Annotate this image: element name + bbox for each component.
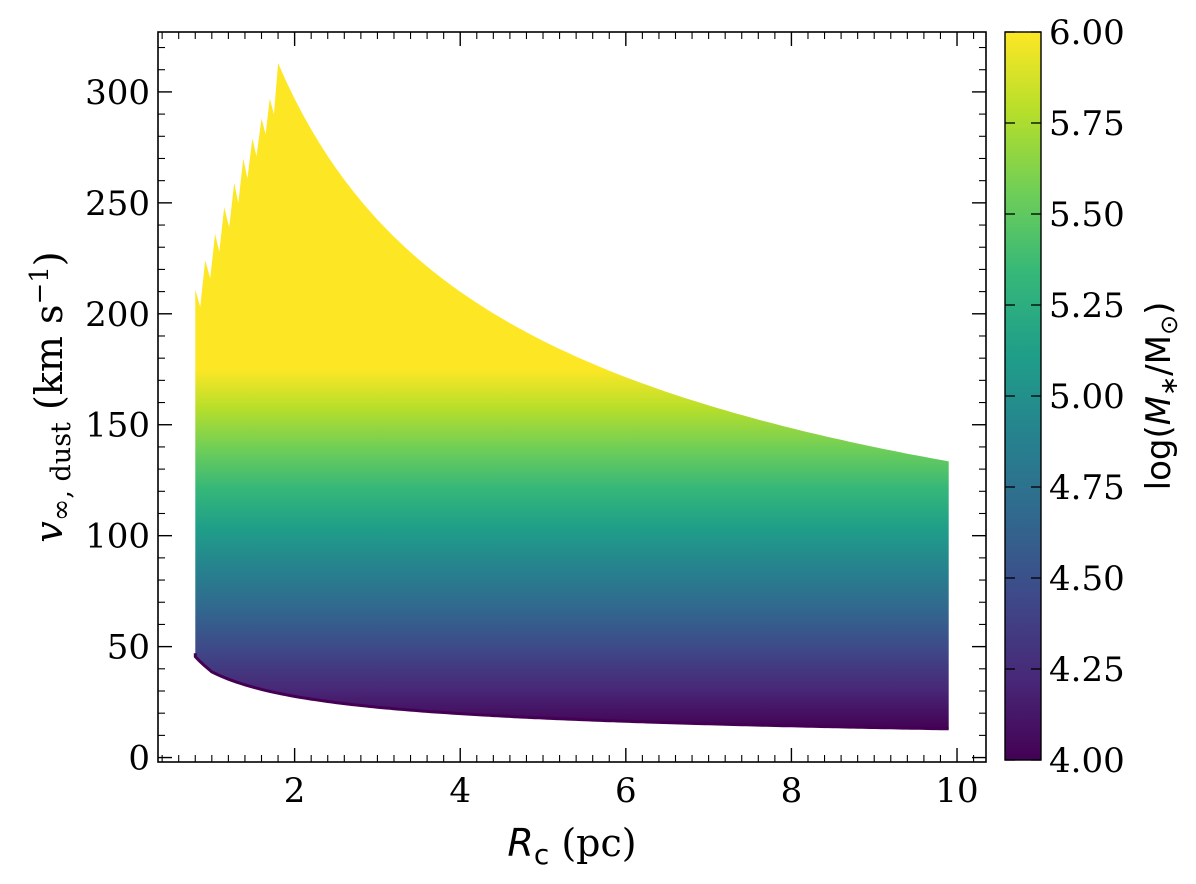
- colorbar-tick-label: 4.00: [1049, 741, 1125, 781]
- x-axis-title: Rc (pc): [507, 821, 636, 871]
- axes-frame: [157, 31, 987, 763]
- colorbar-title-mid: /M: [1139, 335, 1179, 376]
- y-axis-title: v∞, dust (km s−1): [25, 251, 77, 542]
- colorbar: 4.00 4.25 4.50 4.75 5.00 5.25 5.50 5.75 6.00 log(…: [1004, 13, 1183, 781]
- colorbar-title-pre: log(: [1139, 425, 1179, 490]
- y-axis-title-main: v: [27, 521, 71, 543]
- x-tick-label: 8: [781, 771, 803, 811]
- y-axis-title-unit: (km s: [27, 305, 71, 423]
- y-axis-title-sub: ∞, dust: [46, 422, 77, 521]
- x-tick-label: 2: [284, 771, 306, 811]
- region-lower-edge: [193, 653, 949, 731]
- y-axis-title-sup: −1: [25, 266, 55, 304]
- y-tick-label: 0: [128, 739, 150, 779]
- colorbar-tick-label: 4.25: [1049, 650, 1125, 690]
- colorbar-tick-label: 5.75: [1049, 104, 1125, 144]
- y-tick-label: 300: [85, 73, 150, 113]
- x-tick-label: 6: [615, 771, 637, 811]
- colorbar-tick-label: 5.50: [1049, 195, 1125, 235]
- y-axis-title-close: ): [27, 251, 71, 266]
- colorbar-tick-label: 4.75: [1049, 468, 1125, 508]
- x-axis-title-sub: c: [534, 838, 549, 871]
- colorbar-title: log(M∗/M⊙): [1139, 302, 1183, 491]
- plot-area: [193, 63, 949, 731]
- y-tick-label: 150: [85, 406, 150, 446]
- colorbar-tick-label: 6.00: [1049, 13, 1125, 53]
- y-tick-label: 200: [85, 295, 150, 335]
- colorbar-title-post: ): [1139, 302, 1179, 315]
- colorbar-title-sub: ∗: [1155, 376, 1183, 396]
- x-axis-title-unit: (pc): [549, 821, 636, 865]
- y-tick-label: 100: [85, 517, 150, 557]
- colorbar-title-sub2: ⊙: [1155, 315, 1183, 335]
- data-region: [195, 63, 949, 729]
- colorbar-tick-label: 5.00: [1049, 377, 1125, 417]
- colorbar-title-main: M: [1139, 396, 1179, 425]
- x-tick-label: 10: [935, 771, 978, 811]
- colorbar-tick-label: 4.50: [1049, 559, 1125, 599]
- y-tick-label: 50: [107, 628, 150, 668]
- x-tick-label: 4: [449, 771, 471, 811]
- x-axis-title-main: R: [507, 821, 533, 865]
- y-tick-label: 250: [85, 184, 150, 224]
- colorbar-tick-label: 5.25: [1049, 286, 1125, 326]
